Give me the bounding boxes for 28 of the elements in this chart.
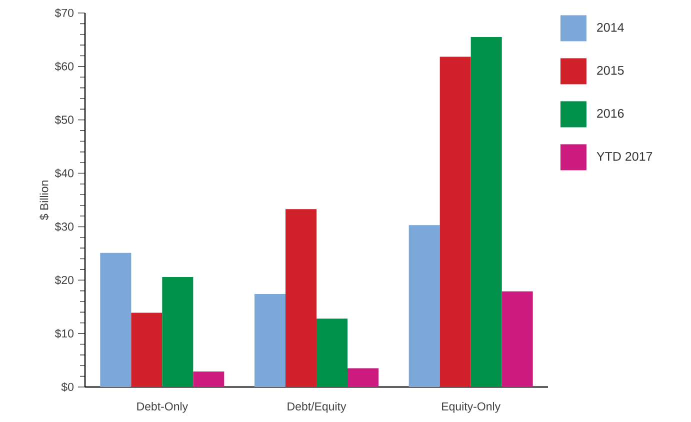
bar [131,312,162,387]
y-axis-title: $ Billion [40,180,49,220]
y-tick-label: $0 [61,382,74,392]
bar [502,291,533,387]
bar [254,294,286,387]
bar [408,225,440,387]
x-tick-label: Debt-Only [137,402,188,413]
legend-label: 2015 [597,66,624,75]
legend-label: 2014 [597,22,624,32]
y-tick-label: $10 [54,328,74,338]
bar [316,318,348,387]
x-tick-label: Equity-Only [442,402,501,413]
bar [286,209,317,387]
bar [162,276,194,387]
legend-label: 2016 [597,108,624,118]
y-tick-label: $20 [54,275,74,285]
y-tick-label: $50 [54,115,74,125]
x-tick-label: Debt/Equity [288,402,346,413]
bar [470,37,502,387]
y-tick-label: $70 [54,8,74,18]
y-tick-label: $60 [54,62,74,72]
bar [193,372,224,387]
y-tick-label: $30 [54,222,74,232]
bar [100,252,132,387]
bar [348,368,379,387]
bar [440,56,471,387]
legend-label: YTD 2017 [596,152,652,161]
y-tick-label: $40 [54,168,74,178]
